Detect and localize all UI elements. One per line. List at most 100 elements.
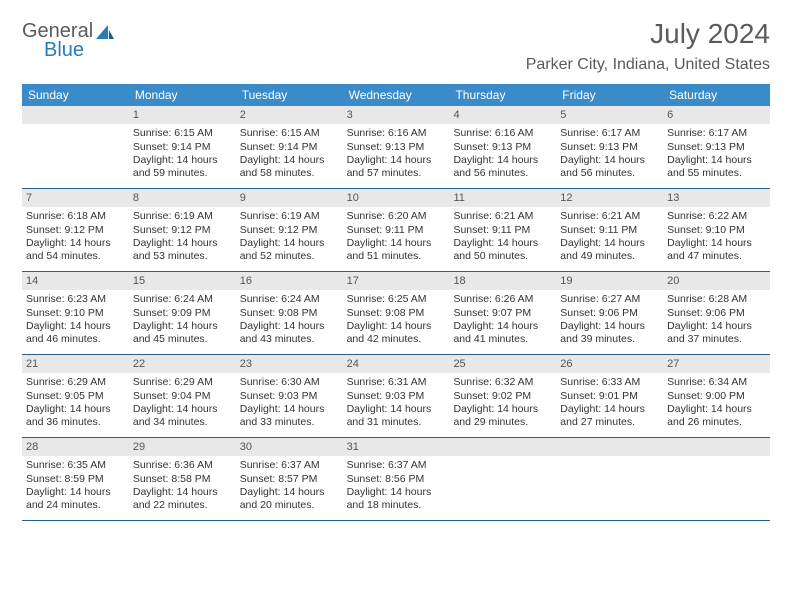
day-cell: 15Sunrise: 6:24 AMSunset: 9:09 PMDayligh…: [129, 272, 236, 354]
day-cell: 2 Sunrise: 6:15 AMSunset: 9:14 PMDaylight…: [236, 106, 343, 188]
day-number: 20: [663, 272, 770, 290]
day-number: 1: [129, 106, 236, 124]
day-info: Sunrise: 6:26 AMSunset: 9:07 PMDaylight:…: [453, 293, 552, 347]
day-number: 19: [556, 272, 663, 290]
day-info: Sunrise: 6:30 AMSunset: 9:03 PMDaylight:…: [240, 376, 339, 430]
week-row: 28 Sunrise: 6:35 AMSunset: 8:59 PMDayligh…: [22, 438, 770, 521]
day-number: 28: [22, 438, 129, 456]
day-number: 30: [236, 438, 343, 456]
day-cell: 24Sunrise: 6:31 AMSunset: 9:03 PMDayligh…: [343, 355, 450, 437]
day-number: 22: [129, 355, 236, 373]
day-info: Sunrise: 6:24 AMSunset: 9:08 PMDaylight:…: [240, 293, 339, 347]
day-cell: 14Sunrise: 6:23 AMSunset: 9:10 PMDayligh…: [22, 272, 129, 354]
day-info: Sunrise: 6:21 AMSunset: 9:11 PMDaylight:…: [560, 210, 659, 264]
day-cell: 17 Sunrise: 6:25 AMSunset: 9:08 PMDayligh…: [343, 272, 450, 354]
day-number: 31: [343, 438, 450, 456]
day-number: 25: [449, 355, 556, 373]
calendar: Sunday Monday Tuesday Wednesday Thursday…: [22, 84, 770, 521]
week-row: 21Sunrise: 6:29 AMSunset: 9:05 PMDayligh…: [22, 355, 770, 438]
day-cell: 31Sunrise: 6:37 AMSunset: 8:56 PMDayligh…: [343, 438, 450, 520]
day-cell: 3 Sunrise: 6:16 AMSunset: 9:13 PMDaylight…: [343, 106, 450, 188]
day-cell: 20 Sunrise: 6:28 AMSunset: 9:06 PMDayligh…: [663, 272, 770, 354]
week-row: 1Sunrise: 6:15 AMSunset: 9:14 PMDaylight…: [22, 106, 770, 189]
dow-tuesday: Tuesday: [236, 84, 343, 106]
day-info: Sunrise: 6:24 AMSunset: 9:09 PMDaylight:…: [133, 293, 232, 347]
day-cell: 11 Sunrise: 6:21 AMSunset: 9:11 PMDayligh…: [449, 189, 556, 271]
month-title: July 2024: [526, 18, 770, 50]
day-number: 23: [236, 355, 343, 373]
day-number: 3: [343, 106, 450, 124]
day-info: Sunrise: 6:17 AMSunset: 9:13 PMDaylight:…: [560, 127, 659, 181]
day-info: Sunrise: 6:18 AMSunset: 9:12 PMDaylight:…: [26, 210, 125, 264]
day-number: 2: [236, 106, 343, 124]
day-cell: [663, 438, 770, 520]
day-cell: 27 Sunrise: 6:34 AMSunset: 9:00 PMDayligh…: [663, 355, 770, 437]
day-number: [449, 438, 556, 456]
day-number: 12: [556, 189, 663, 207]
day-number: 9: [236, 189, 343, 207]
weeks-container: 1Sunrise: 6:15 AMSunset: 9:14 PMDaylight…: [22, 106, 770, 521]
dow-thursday: Thursday: [449, 84, 556, 106]
day-number: 17: [343, 272, 450, 290]
day-info: Sunrise: 6:35 AMSunset: 8:59 PMDaylight:…: [26, 459, 125, 513]
week-row: 7 Sunrise: 6:18 AMSunset: 9:12 PMDaylight…: [22, 189, 770, 272]
day-info: Sunrise: 6:19 AMSunset: 9:12 PMDaylight:…: [240, 210, 339, 264]
day-number: 14: [22, 272, 129, 290]
day-cell: [556, 438, 663, 520]
day-info: Sunrise: 6:17 AMSunset: 9:13 PMDaylight:…: [667, 127, 766, 181]
day-info: Sunrise: 6:31 AMSunset: 9:03 PMDaylight:…: [347, 376, 446, 430]
day-number: 7: [22, 189, 129, 207]
day-cell: 9 Sunrise: 6:19 AMSunset: 9:12 PMDaylight…: [236, 189, 343, 271]
day-number: 16: [236, 272, 343, 290]
logo-sail-icon: [95, 24, 115, 40]
day-info: Sunrise: 6:25 AMSunset: 9:08 PMDaylight:…: [347, 293, 446, 347]
day-cell: 29Sunrise: 6:36 AMSunset: 8:58 PMDayligh…: [129, 438, 236, 520]
day-number: 27: [663, 355, 770, 373]
day-number: 18: [449, 272, 556, 290]
day-info: Sunrise: 6:37 AMSunset: 8:57 PMDaylight:…: [240, 459, 339, 513]
day-info: Sunrise: 6:19 AMSunset: 9:12 PMDaylight:…: [133, 210, 232, 264]
day-number: 5: [556, 106, 663, 124]
day-info: Sunrise: 6:15 AMSunset: 9:14 PMDaylight:…: [133, 127, 232, 181]
day-number: 13: [663, 189, 770, 207]
day-info: Sunrise: 6:21 AMSunset: 9:11 PMDaylight:…: [453, 210, 552, 264]
day-cell: 5 Sunrise: 6:17 AMSunset: 9:13 PMDaylight…: [556, 106, 663, 188]
day-cell: 18 Sunrise: 6:26 AMSunset: 9:07 PMDayligh…: [449, 272, 556, 354]
day-info: Sunrise: 6:22 AMSunset: 9:10 PMDaylight:…: [667, 210, 766, 264]
day-cell: 7 Sunrise: 6:18 AMSunset: 9:12 PMDaylight…: [22, 189, 129, 271]
day-info: Sunrise: 6:16 AMSunset: 9:13 PMDaylight:…: [453, 127, 552, 181]
day-cell: 10 Sunrise: 6:20 AMSunset: 9:11 PMDayligh…: [343, 189, 450, 271]
day-number: [22, 106, 129, 124]
day-info: Sunrise: 6:36 AMSunset: 8:58 PMDaylight:…: [133, 459, 232, 513]
logo: General Blue: [22, 18, 115, 62]
day-cell: 6Sunrise: 6:17 AMSunset: 9:13 PMDaylight…: [663, 106, 770, 188]
dow-saturday: Saturday: [663, 84, 770, 106]
day-info: Sunrise: 6:28 AMSunset: 9:06 PMDaylight:…: [667, 293, 766, 347]
day-cell: 25Sunrise: 6:32 AMSunset: 9:02 PMDayligh…: [449, 355, 556, 437]
day-cell: [449, 438, 556, 520]
day-cell: 22 Sunrise: 6:29 AMSunset: 9:04 PMDayligh…: [129, 355, 236, 437]
day-info: Sunrise: 6:27 AMSunset: 9:06 PMDaylight:…: [560, 293, 659, 347]
day-cell: 26 Sunrise: 6:33 AMSunset: 9:01 PMDayligh…: [556, 355, 663, 437]
day-of-week-header: Sunday Monday Tuesday Wednesday Thursday…: [22, 84, 770, 106]
day-cell: 28 Sunrise: 6:35 AMSunset: 8:59 PMDayligh…: [22, 438, 129, 520]
day-number: 26: [556, 355, 663, 373]
day-info: Sunrise: 6:34 AMSunset: 9:00 PMDaylight:…: [667, 376, 766, 430]
day-cell: 19 Sunrise: 6:27 AMSunset: 9:06 PMDayligh…: [556, 272, 663, 354]
location-text: Parker City, Indiana, United States: [526, 56, 770, 74]
day-cell: 4 Sunrise: 6:16 AMSunset: 9:13 PMDaylight…: [449, 106, 556, 188]
day-cell: 1 Sunrise: 6:15 AMSunset: 9:14 PMDaylight…: [129, 106, 236, 188]
day-info: Sunrise: 6:33 AMSunset: 9:01 PMDaylight:…: [560, 376, 659, 430]
day-number: 11: [449, 189, 556, 207]
day-number: 8: [129, 189, 236, 207]
day-cell: 21Sunrise: 6:29 AMSunset: 9:05 PMDayligh…: [22, 355, 129, 437]
day-number: 4: [449, 106, 556, 124]
day-number: [556, 438, 663, 456]
day-info: Sunrise: 6:16 AMSunset: 9:13 PMDaylight:…: [347, 127, 446, 181]
day-number: 10: [343, 189, 450, 207]
day-cell: [22, 106, 129, 188]
logo-word-blue: Blue: [22, 39, 115, 62]
day-info: Sunrise: 6:15 AMSunset: 9:14 PMDaylight:…: [240, 127, 339, 181]
day-info: Sunrise: 6:20 AMSunset: 9:11 PMDaylight:…: [347, 210, 446, 264]
day-info: Sunrise: 6:29 AMSunset: 9:04 PMDaylight:…: [133, 376, 232, 430]
